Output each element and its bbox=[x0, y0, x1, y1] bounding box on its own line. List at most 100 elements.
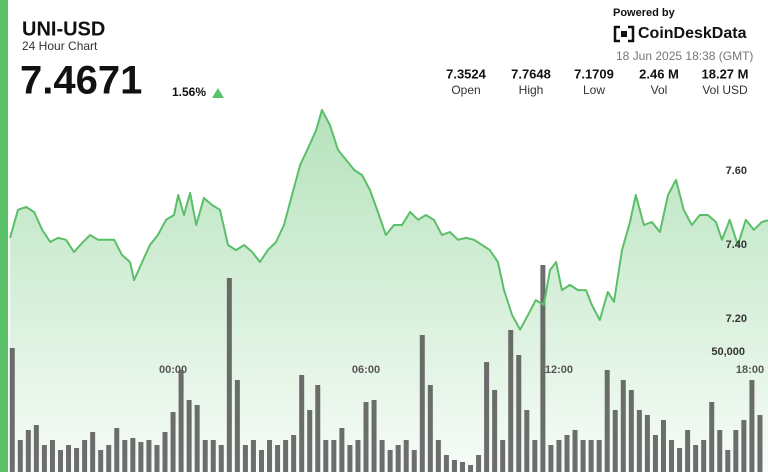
volume-bar bbox=[315, 385, 321, 472]
brand-icon bbox=[613, 25, 635, 43]
volume-bar bbox=[628, 389, 634, 472]
y-tick-label: 7.20 bbox=[726, 313, 747, 325]
x-tick-label: 00:00 bbox=[159, 364, 187, 376]
volume-bar bbox=[210, 440, 216, 472]
volume-bar bbox=[524, 410, 530, 472]
volume-bar bbox=[403, 440, 409, 472]
volume-bar bbox=[49, 440, 55, 472]
volume-bar bbox=[395, 445, 401, 472]
volume-bar bbox=[186, 400, 192, 472]
volume-bar bbox=[9, 347, 15, 472]
volume-bar bbox=[17, 440, 23, 472]
volume-bar bbox=[604, 370, 610, 472]
volume-bar bbox=[427, 385, 433, 472]
volume-bar bbox=[749, 380, 755, 472]
volume-bar bbox=[701, 440, 707, 472]
stat-label: High bbox=[519, 83, 544, 97]
volume-bar bbox=[435, 440, 441, 472]
volume-bar bbox=[299, 374, 305, 472]
volume-bar bbox=[709, 401, 715, 472]
y2-tick-label: 50,000 bbox=[711, 346, 745, 358]
price-area bbox=[10, 110, 768, 472]
change: 1.56% bbox=[172, 85, 206, 99]
subtitle: 24 Hour Chart bbox=[22, 39, 98, 53]
volume-bar bbox=[98, 449, 104, 472]
volume-bar bbox=[476, 455, 482, 472]
volume-bar bbox=[178, 370, 184, 472]
volume-bar bbox=[419, 335, 425, 472]
volume-bar bbox=[355, 440, 361, 472]
volume-bar bbox=[532, 440, 538, 472]
volume-bar bbox=[122, 440, 128, 472]
stat-label: Open bbox=[451, 83, 480, 97]
volume-bar bbox=[130, 437, 136, 472]
volume-bar bbox=[644, 415, 650, 472]
volume-bar bbox=[138, 442, 144, 472]
volume-bar bbox=[234, 380, 240, 472]
price: 7.4671 bbox=[20, 59, 142, 103]
volume-bar bbox=[57, 449, 63, 472]
y-tick-label: 7.40 bbox=[726, 239, 747, 251]
volume-bar bbox=[291, 434, 297, 472]
volume-bar bbox=[226, 277, 232, 472]
volume-bar bbox=[41, 445, 47, 472]
volume-bar bbox=[459, 461, 465, 472]
volume-bar bbox=[387, 449, 393, 472]
volume-bar bbox=[379, 440, 385, 472]
volume-bar bbox=[757, 415, 763, 472]
volume-bar bbox=[323, 440, 329, 472]
volume-bar bbox=[580, 440, 586, 472]
volume-bar bbox=[33, 425, 39, 472]
volume-bar bbox=[564, 434, 570, 472]
accent-strip bbox=[0, 0, 8, 472]
stat-value: 7.1709 bbox=[574, 66, 614, 81]
price-line bbox=[9, 109, 768, 331]
powered-by: Powered by bbox=[613, 7, 676, 19]
volume-bar bbox=[283, 440, 289, 472]
timestamp: 18 Jun 2025 18:38 (GMT) bbox=[616, 49, 753, 63]
volume-bar bbox=[596, 440, 602, 472]
volume-bar bbox=[484, 362, 490, 472]
volume-bar bbox=[267, 440, 273, 472]
volume-bar bbox=[660, 419, 666, 472]
volume-bar bbox=[339, 428, 345, 472]
volume-bar bbox=[74, 448, 80, 472]
stat-value: 7.3524 bbox=[446, 66, 487, 81]
stat-label: Low bbox=[583, 83, 605, 97]
volume-bar bbox=[741, 419, 747, 472]
volume-bar bbox=[25, 430, 31, 472]
volume-bar bbox=[717, 430, 723, 472]
brand: CoinDeskData bbox=[638, 25, 747, 42]
volume-bar bbox=[516, 355, 522, 472]
volume-bar bbox=[331, 440, 337, 472]
stat-value: 18.27 M bbox=[702, 66, 749, 81]
volume-bar bbox=[114, 428, 120, 472]
volume-bar bbox=[443, 455, 449, 472]
volume-bar bbox=[218, 445, 224, 472]
volume-bar bbox=[612, 410, 618, 472]
x-tick-label: 18:00 bbox=[736, 364, 764, 376]
volume-bar bbox=[556, 440, 562, 472]
volume-bar bbox=[363, 401, 369, 472]
volume-bar bbox=[693, 445, 699, 472]
volume-bar bbox=[162, 431, 168, 472]
volume-bar bbox=[258, 449, 264, 472]
volume-bar bbox=[500, 440, 506, 472]
volume-bar bbox=[250, 440, 256, 472]
volume-bar bbox=[468, 464, 474, 472]
volume-bar bbox=[733, 430, 739, 472]
volume-bar bbox=[652, 434, 658, 472]
x-tick-label: 06:00 bbox=[352, 364, 380, 376]
volume-bar bbox=[508, 329, 514, 472]
volume-bar bbox=[371, 400, 377, 472]
volume-bar bbox=[411, 449, 417, 472]
volume-bar bbox=[540, 265, 546, 472]
volume-bar bbox=[106, 445, 112, 472]
symbol: UNI-USD bbox=[22, 18, 105, 40]
volume-bar bbox=[620, 380, 626, 472]
volume-bar bbox=[90, 431, 96, 472]
volume-bar bbox=[347, 445, 353, 472]
volume-bar bbox=[202, 440, 208, 472]
volume-bar bbox=[685, 430, 691, 472]
plot: 7.20 7.40 7.60 00:00 06:00 12:00 18:00 50,000 bbox=[9, 109, 768, 472]
